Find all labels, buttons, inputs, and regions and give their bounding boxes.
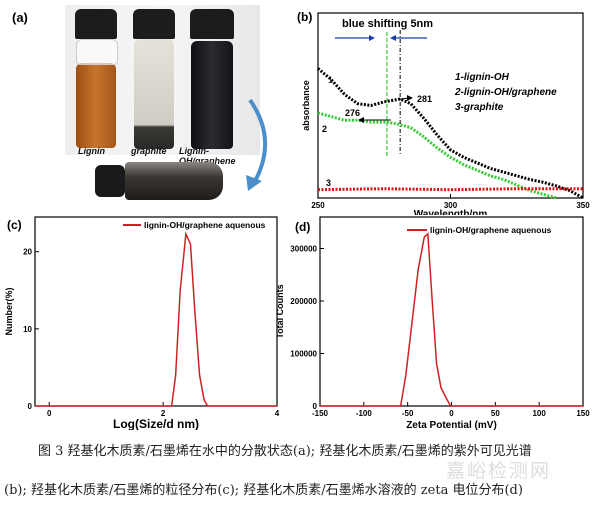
graphene-vial xyxy=(191,41,233,149)
y-tick-label: 0 xyxy=(313,402,318,411)
series-line xyxy=(35,231,277,407)
peak-label-281: 281 xyxy=(417,94,432,104)
zeta-potential-chart: (d) -150 -100 -50 0 50 100 150 0 100000 200000 3000… xyxy=(275,216,590,430)
x-tick-label: -50 xyxy=(402,409,414,418)
y-tick-label: 10 xyxy=(23,325,32,334)
vial-cap xyxy=(75,9,117,39)
watermark: 嘉峪检测网 xyxy=(446,460,552,482)
lignin-vial xyxy=(76,63,116,148)
plot-frame xyxy=(319,216,584,407)
uv-vis-chart: (b) 250 300 350 Wavelength/nm absorbance blue … xyxy=(297,10,590,215)
curve-number: 2 xyxy=(322,124,327,134)
x-tick-label: 250 xyxy=(311,201,325,210)
curve-number: 1 xyxy=(328,75,333,85)
x-axis-label: Log(Size/d nm) xyxy=(113,417,199,430)
caption-line-1: 图 3 羟基化木质素/石墨烯在水中的分散状态(a); 羟基化木质素/石墨烯的紫外… xyxy=(38,444,532,459)
peak-label-276: 276 xyxy=(345,108,360,118)
x-tick-label: 4 xyxy=(275,409,280,418)
y-tick-label: 20 xyxy=(23,248,32,257)
x-tick-label: 100 xyxy=(532,409,546,418)
panel-d-label: (d) xyxy=(295,220,310,234)
vial-body xyxy=(125,162,223,200)
legend-entry: 3-graphite xyxy=(455,102,504,113)
chart-title: blue shifting 5nm xyxy=(342,18,433,30)
x-tick-label: 300 xyxy=(444,201,458,210)
panel-a-label: (a) xyxy=(12,10,28,25)
vials-photo: Lignin graphite Lignin-OH/graphene xyxy=(65,5,260,166)
vial-glass xyxy=(76,39,118,65)
vial-label: Lignin xyxy=(78,146,105,156)
x-tick-label: -150 xyxy=(312,409,329,418)
y-axis-label: absorbance xyxy=(301,80,311,131)
y-tick-label: 200000 xyxy=(290,297,317,306)
arrowhead xyxy=(369,35,375,41)
legend-entry: lignin-OH/graphene aquenous xyxy=(430,225,552,235)
plot-frame xyxy=(34,216,278,407)
x-axis-label: Zeta Potential (mV) xyxy=(406,420,497,430)
x-tick-label: -100 xyxy=(356,409,373,418)
legend-entry: 1-lignin-OH xyxy=(455,72,510,83)
vial-cap xyxy=(190,9,234,39)
x-tick-label: 150 xyxy=(576,409,590,418)
series-line xyxy=(317,67,584,200)
arrowhead xyxy=(407,95,413,101)
size-distribution-chart: (c) 0 2 4 0 10 20 Log(Size/d nm) Number(%) lignin… xyxy=(4,216,280,430)
plot-frame xyxy=(317,12,584,199)
series-line xyxy=(317,187,583,192)
vial-label: Lignin-OH/graphene xyxy=(179,146,236,166)
vial-cap xyxy=(95,165,125,197)
caption-line-2: (b); 羟基化木质素/石墨烯的粒径分布(c); 羟基化木质素/石墨烯水溶液的 … xyxy=(4,483,523,498)
y-axis-label: Total Counts xyxy=(275,284,285,338)
curve-number: 3 xyxy=(326,178,331,188)
curved-arrow-icon xyxy=(246,98,267,191)
inverted-vial xyxy=(95,162,225,200)
vial-cap xyxy=(133,9,175,39)
x-axis-label: Wavelength/nm xyxy=(414,209,488,215)
legend-entry: 2-lignin-OH/graphene xyxy=(454,87,557,98)
series-line xyxy=(317,111,557,200)
legend-entry: lignin-OH/graphene aquenous xyxy=(144,220,266,230)
series-line xyxy=(320,232,583,407)
y-tick-label: 100000 xyxy=(290,350,317,359)
x-tick-label: 2 xyxy=(161,409,166,418)
panel-c-label: (c) xyxy=(7,218,22,232)
x-tick-label: 50 xyxy=(491,409,500,418)
arrowhead xyxy=(358,117,364,123)
panel-b-label: (b) xyxy=(297,10,312,24)
x-tick-label: 0 xyxy=(449,409,454,418)
y-tick-label: 0 xyxy=(28,402,33,411)
arrowhead xyxy=(390,35,396,41)
y-axis-label: Number(%) xyxy=(4,287,14,335)
graphite-vial xyxy=(134,39,174,149)
y-tick-label: 300000 xyxy=(290,245,317,254)
x-tick-label: 350 xyxy=(576,201,590,210)
vial-label: graphite xyxy=(131,146,167,156)
x-tick-label: 0 xyxy=(47,409,52,418)
